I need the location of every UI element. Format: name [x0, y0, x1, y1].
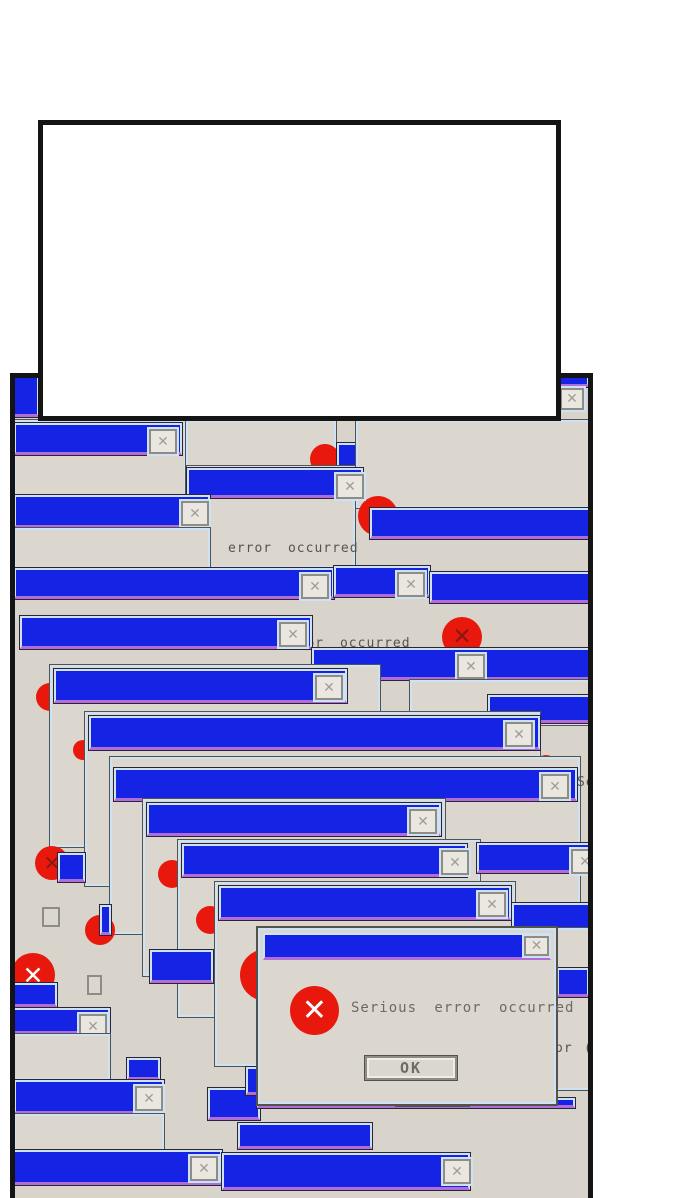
window-body	[13, 527, 211, 571]
button-fragment[interactable]	[42, 907, 60, 927]
window-edge	[395, 1104, 470, 1107]
close-icon[interactable]: ✕	[571, 849, 593, 874]
window-titlebar[interactable]: ✕	[186, 467, 364, 499]
window-body	[13, 1113, 165, 1155]
close-icon[interactable]: ✕	[409, 809, 437, 834]
window-titlebar[interactable]	[11, 374, 40, 418]
window-titlebar[interactable]	[511, 902, 593, 932]
close-icon[interactable]: ✕	[181, 501, 209, 526]
window-titlebar[interactable]	[12, 982, 58, 1008]
window-titlebar[interactable]: ✕	[218, 885, 512, 921]
window-titlebar[interactable]	[556, 967, 590, 998]
error-window-collage: ✕ ✕ ✕ error occurred ✕ ✕ ✕ error occurred ✕ ✕ ✕ ✕ ✕ ✕…	[10, 373, 593, 1198]
dialog-message: Serious error occurred	[351, 1000, 575, 1016]
error-text: error occurred	[280, 636, 411, 651]
error-text: (	[584, 1041, 593, 1056]
error-text: Se	[577, 775, 593, 790]
close-icon[interactable]: ✕	[505, 722, 533, 747]
window-body	[12, 1033, 111, 1081]
window-titlebar[interactable]: ✕	[13, 1079, 165, 1115]
window-titlebar[interactable]: ✕	[181, 843, 469, 878]
error-text: or	[555, 1041, 573, 1056]
window-titlebar[interactable]	[57, 852, 86, 883]
window-titlebar[interactable]: ✕	[12, 1149, 223, 1186]
error-dialog: ✕ ✕ Serious error occurred OK	[256, 926, 573, 1106]
window-titlebar[interactable]: ✕	[53, 668, 348, 704]
close-icon[interactable]: ✕	[560, 388, 584, 410]
window-titlebar[interactable]	[149, 949, 214, 984]
close-icon[interactable]: ✕	[301, 574, 329, 599]
window-titlebar[interactable]	[126, 1057, 161, 1081]
close-icon[interactable]: ✕	[135, 1086, 163, 1111]
window-titlebar[interactable]: ✕	[13, 567, 335, 600]
close-icon[interactable]: ✕	[397, 572, 425, 597]
dialog-titlebar[interactable]	[263, 933, 551, 960]
window-titlebar[interactable]: ✕	[13, 422, 183, 456]
window-titlebar[interactable]: ✕	[113, 767, 578, 802]
blank-panel	[38, 120, 561, 421]
close-icon[interactable]: ✕	[541, 774, 569, 799]
close-icon[interactable]: ✕	[441, 850, 469, 875]
window-titlebar[interactable]	[429, 571, 593, 604]
close-icon[interactable]: ✕	[279, 622, 307, 647]
window-titlebar[interactable]	[99, 904, 112, 936]
window-titlebar[interactable]: ✕	[12, 1007, 111, 1039]
error-text: error occurred	[228, 541, 359, 556]
window-titlebar[interactable]	[237, 1122, 373, 1150]
window-titlebar[interactable]	[369, 507, 593, 540]
window-titlebar[interactable]: ✕	[19, 615, 313, 650]
close-icon[interactable]: ✕	[524, 936, 549, 956]
close-icon[interactable]: ✕	[315, 675, 343, 700]
close-icon[interactable]: ✕	[149, 429, 177, 454]
window-body	[355, 419, 593, 509]
error-icon: ✕	[290, 986, 339, 1035]
window-titlebar[interactable]: ✕	[333, 565, 431, 598]
button-fragment[interactable]	[87, 975, 102, 995]
window-titlebar[interactable]: ✕	[221, 1152, 471, 1191]
window-titlebar[interactable]: ✕	[476, 842, 593, 874]
close-icon[interactable]: ✕	[443, 1159, 471, 1184]
close-icon[interactable]: ✕	[457, 654, 485, 679]
ok-button[interactable]: OK	[364, 1055, 458, 1081]
close-icon[interactable]: ✕	[478, 892, 506, 917]
window-titlebar[interactable]: ✕	[88, 715, 541, 751]
close-icon[interactable]: ✕	[336, 474, 364, 499]
window-titlebar[interactable]: ✕	[13, 494, 211, 529]
close-icon[interactable]: ✕	[190, 1156, 218, 1181]
window-titlebar[interactable]: ✕	[146, 802, 442, 837]
